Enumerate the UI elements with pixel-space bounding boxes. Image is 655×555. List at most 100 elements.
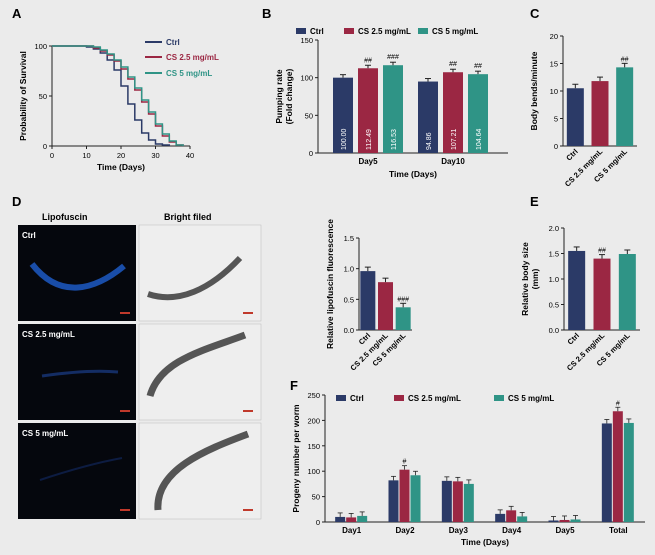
bar bbox=[593, 258, 611, 330]
bar bbox=[616, 67, 634, 146]
bar bbox=[591, 81, 609, 146]
bar bbox=[383, 65, 403, 153]
significance-mark: ## bbox=[474, 63, 482, 70]
panel-letter-d: D bbox=[12, 194, 21, 209]
chart-b-x-tick-label: Day10 bbox=[441, 157, 465, 166]
bar bbox=[452, 481, 463, 522]
bar bbox=[346, 517, 357, 522]
scale-bar bbox=[243, 410, 253, 412]
panel-letter-a: A bbox=[12, 6, 22, 21]
significance-mark: ### bbox=[397, 296, 409, 303]
bar bbox=[559, 519, 570, 522]
chart-f-x-tick-label: Day3 bbox=[449, 526, 469, 535]
data-label: 112.49 bbox=[366, 129, 373, 150]
chart-c-y-axis-label: Body bends/minute bbox=[529, 51, 539, 130]
data-label: 116.53 bbox=[391, 129, 398, 150]
micrograph-col-lipofuscin: Lipofuscin bbox=[42, 212, 88, 222]
chart-b-y-tick-label: 0 bbox=[309, 149, 313, 158]
panel-letter-b: B bbox=[262, 6, 271, 21]
chart-e-y-tick-label: 1.0 bbox=[549, 275, 559, 284]
brightfield-image-ctrl bbox=[138, 224, 262, 322]
chart-f-x-axis-label: Time (Days) bbox=[461, 537, 509, 547]
chart-a-x-tick-label: 30 bbox=[151, 151, 159, 160]
chart-a-x-tick-label: 20 bbox=[117, 151, 125, 160]
legend-b-cs5-swatch bbox=[418, 28, 428, 34]
significance-mark: # bbox=[616, 400, 620, 407]
chart-d-y-tick-label: 1.0 bbox=[344, 265, 354, 274]
legend-b-ctrl-swatch bbox=[296, 28, 306, 34]
chart-f-y-tick-label: 150 bbox=[307, 442, 320, 451]
chart-f-x-tick-label: Day5 bbox=[555, 526, 575, 535]
chart-a-x-axis-label: Time (Days) bbox=[97, 162, 145, 172]
bar bbox=[566, 88, 584, 146]
legend-b: Ctrl CS 2.5 mg/mL CS 5 mg/mL bbox=[296, 27, 478, 36]
legend-f-cs25-label: CS 2.5 mg/mL bbox=[408, 394, 461, 403]
bar bbox=[517, 516, 528, 522]
bar bbox=[418, 81, 438, 153]
legend-b-cs25-swatch bbox=[344, 28, 354, 34]
legend-a-cs25-label: CS 2.5 mg/mL bbox=[166, 53, 219, 62]
bar bbox=[357, 515, 368, 522]
scale-bar bbox=[120, 509, 130, 511]
chart-b-y-axis-label: Pumping rate(Fold change) bbox=[274, 68, 294, 124]
chart-f-x-tick-label: Day2 bbox=[395, 526, 415, 535]
bar bbox=[506, 510, 517, 522]
scale-bar bbox=[243, 509, 253, 511]
worm-brightfield-ctrl bbox=[147, 255, 243, 301]
panel-letter-f: F bbox=[290, 378, 298, 393]
chart-f-x-tick-label: Day1 bbox=[342, 526, 362, 535]
worm-brightfield-cs5 bbox=[154, 430, 250, 511]
chart-d-y-tick-label: 0.5 bbox=[344, 295, 354, 304]
data-label: 100.00 bbox=[341, 128, 348, 150]
survival-line-3 bbox=[52, 45, 184, 146]
scale-bar bbox=[120, 312, 130, 314]
bar bbox=[618, 254, 636, 330]
chart-a-x-tick-label: 0 bbox=[50, 151, 54, 160]
bar bbox=[335, 516, 346, 522]
legend-f-cs5-label: CS 5 mg/mL bbox=[508, 394, 554, 403]
panel-letter-c: C bbox=[530, 6, 540, 21]
significance-mark: ## bbox=[598, 248, 606, 255]
chart-d-y-axis-label: Relative lipofuscin fluorescence bbox=[325, 219, 335, 349]
legend-a: Ctrl CS 2.5 mg/mL CS 5 mg/mL bbox=[145, 38, 219, 78]
fluorescence-image-cs5 bbox=[18, 423, 136, 519]
significance-mark: ## bbox=[621, 56, 629, 63]
worm-fluorescence-cs25 bbox=[41, 369, 119, 378]
micrograph-grid: Lipofuscin Bright filed Ctrl CS 2.5 mg/m… bbox=[18, 212, 262, 520]
chart-d-y-tick-label: 0.0 bbox=[344, 326, 354, 335]
bar bbox=[623, 422, 634, 522]
chart-c-y-tick-label: 15 bbox=[550, 60, 558, 69]
chart-f-x-tick-label: Total bbox=[609, 526, 628, 535]
legend-b-cs5-label: CS 5 mg/mL bbox=[432, 27, 478, 36]
micrograph-col-bright: Bright filed bbox=[164, 212, 212, 222]
data-label: 107.21 bbox=[451, 128, 458, 150]
chart-c-y-tick-label: 5 bbox=[554, 115, 558, 124]
legend-f-ctrl-label: Ctrl bbox=[350, 394, 364, 403]
bar bbox=[463, 483, 474, 522]
chart-a-y-tick-label: 100 bbox=[34, 42, 47, 51]
worm-fluorescence-ctrl bbox=[29, 262, 126, 291]
panel-letter-e: E bbox=[530, 194, 539, 209]
micrograph-row-cs25: CS 2.5 mg/mL bbox=[22, 330, 75, 339]
bar bbox=[495, 513, 506, 522]
bar bbox=[378, 282, 393, 330]
legend-f: Ctrl CS 2.5 mg/mL CS 5 mg/mL bbox=[336, 394, 554, 403]
bar bbox=[358, 68, 378, 153]
chart-c-y-tick-label: 0 bbox=[554, 142, 558, 151]
chart-f-x-tick-label: Day4 bbox=[502, 526, 522, 535]
chart-e-y-tick-label: 2.0 bbox=[549, 224, 559, 233]
significance-mark: ## bbox=[364, 57, 372, 64]
scale-bar bbox=[243, 312, 253, 314]
bar bbox=[443, 72, 463, 153]
chart-a-x-tick-label: 40 bbox=[186, 151, 194, 160]
bar bbox=[548, 520, 559, 522]
chart-c-y-tick-label: 10 bbox=[550, 87, 558, 96]
legend-f-ctrl-swatch bbox=[336, 395, 346, 401]
chart-a-y-tick-label: 0 bbox=[43, 142, 47, 151]
chart-e-y-axis-label: Relative body size(mm) bbox=[520, 242, 540, 316]
chart-a-y-axis-label: Probability of Survival bbox=[18, 51, 28, 141]
significance-mark: ## bbox=[449, 61, 457, 68]
bar bbox=[568, 250, 586, 330]
bar bbox=[612, 411, 623, 522]
